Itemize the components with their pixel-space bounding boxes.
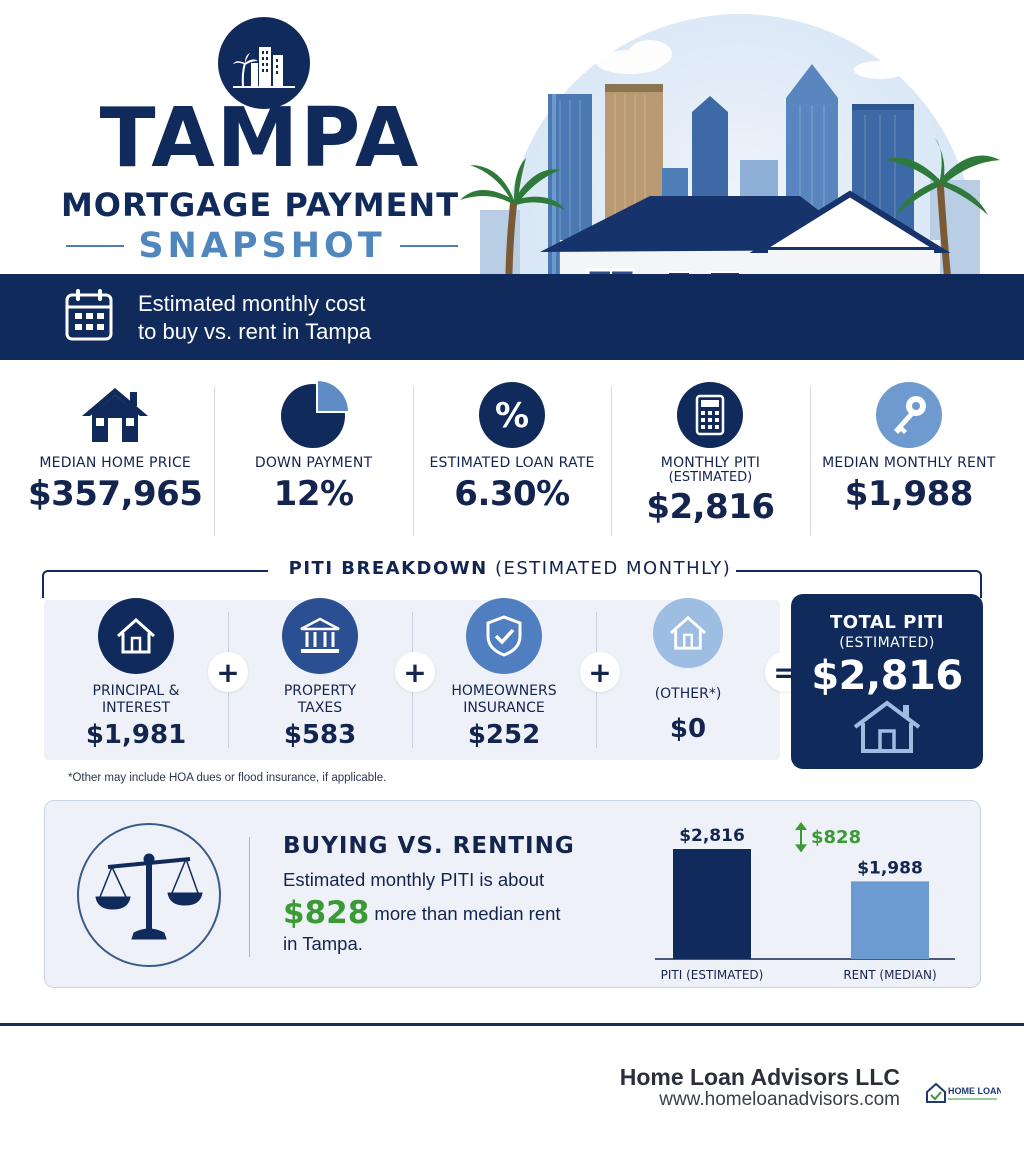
stat-loan-rate: % ESTIMATED LOAN RATE 6.30% — [412, 380, 611, 540]
page-title: TAMPA — [99, 91, 421, 186]
piti-item-label-text: HOMEOWNERS INSURANCE — [451, 683, 557, 716]
piti-item-label-text: (OTHER*) — [654, 685, 722, 702]
frame-line — [42, 570, 268, 598]
footer-divider — [0, 1023, 1024, 1026]
chart-bar — [673, 849, 751, 959]
comparison-text-3: in Tampa. — [283, 933, 363, 954]
comparison-text-2-rest: more than median rent — [369, 903, 561, 924]
total-sublabel: (ESTIMATED) — [839, 635, 935, 651]
piti-item-label-text: PRINCIPAL & INTEREST — [92, 683, 180, 716]
key-icon — [874, 380, 944, 450]
snapshot-label: SNAPSHOT — [138, 226, 386, 266]
chart-arrow-head — [795, 844, 807, 853]
piti-item-label: HOMEOWNERS INSURANCE — [451, 680, 556, 720]
stat-value: $2,816 — [646, 487, 775, 527]
piti-item-property-taxes: PROPERTY TAXES $583 — [228, 598, 412, 760]
piti-item-value: $252 — [467, 720, 541, 750]
divider — [66, 245, 125, 247]
total-label: TOTAL PITI — [830, 612, 944, 633]
house-outline-icon — [653, 598, 723, 668]
calendar-icon — [65, 289, 113, 341]
stat-value: 12% — [273, 474, 354, 514]
stat-median-rent: MEDIAN MONTHLY RENT $1,988 — [809, 380, 1008, 540]
page-subtitle: MORTGAGE PAYMENT — [60, 186, 460, 224]
shield-check-icon — [466, 598, 542, 674]
piti-item-value: $0 — [669, 714, 707, 744]
plus-operator: + — [395, 652, 435, 692]
stat-value: $1,988 — [844, 474, 974, 514]
piti-item-label: (OTHER*) — [655, 674, 722, 714]
house-icon — [80, 380, 150, 450]
piti-heading-rest: (ESTIMATED MONTHLY) — [487, 558, 732, 579]
frame-line — [736, 570, 982, 598]
calculator-icon — [675, 380, 745, 450]
stat-sublabel: (ESTIMATED) — [668, 470, 753, 485]
piti-item-homeowners-insurance: HOMEOWNERS INSURANCE $252 — [412, 598, 596, 760]
stat-monthly-piti: MONTHLY PITI (ESTIMATED) $2,816 — [611, 380, 809, 540]
balance-scale-icon — [77, 823, 221, 967]
chart-difference-label: $828 — [811, 827, 861, 848]
bank-icon — [282, 598, 358, 674]
stat-label: ESTIMATED LOAN RATE — [429, 455, 595, 471]
chart-arrow-head — [795, 822, 807, 830]
piti-breakdown-panel: PRINCIPAL & INTEREST $1,981 PROPERTY TAX… — [44, 598, 780, 760]
piti-item-principal-interest: PRINCIPAL & INTEREST $1,981 — [44, 598, 228, 760]
hero-banner — [0, 274, 1024, 360]
comparison-text-2: $828 more than median rent — [283, 895, 561, 931]
plus-operator: + — [208, 652, 248, 692]
buy-vs-rent-chart: $2,816 PITI (ESTIMATED) $1,988 RENT (MEDIAN… — [655, 822, 955, 982]
house-outline-icon — [853, 700, 921, 753]
stat-down-payment: DOWN PAYMENT 12% — [214, 380, 412, 540]
piti-item-label: PRINCIPAL & INTEREST — [93, 680, 180, 720]
chart-value-label: $2,816 — [679, 826, 745, 846]
buying-vs-renting-panel: BUYING VS. RENTING Estimated monthly PIT… — [44, 800, 981, 988]
divider — [249, 837, 250, 957]
chart-bar — [851, 881, 929, 959]
comparison-title: BUYING VS. RENTING — [283, 833, 575, 859]
company-logo-text: HOME LOAN — [948, 1086, 1001, 1096]
banner-line-2: to buy vs. rent in Tampa — [138, 319, 372, 344]
chart-value-label: $1,988 — [857, 858, 923, 878]
footnote: *Other may include HOA dues or flood ins… — [68, 772, 387, 784]
plus-operator: + — [580, 652, 620, 692]
divider — [399, 245, 458, 247]
stat-label: MEDIAN HOME PRICE — [39, 455, 191, 471]
chart-category-label: RENT (MEDIAN) — [843, 968, 936, 982]
piti-item-value: $583 — [283, 720, 357, 750]
difference-amount: $828 — [283, 895, 370, 931]
stat-label: MONTHLY PITI — [660, 455, 761, 471]
banner-text: Estimated monthly cost to buy vs. rent i… — [138, 290, 438, 346]
piti-item-value: $1,981 — [85, 720, 187, 750]
piti-heading-frame: PITI BREAKDOWN (ESTIMATED MONTHLY) — [42, 558, 982, 600]
house-outline-icon — [98, 598, 174, 674]
total-value: $2,816 — [811, 653, 963, 699]
company-url[interactable]: www.homeloanadvisors.com — [659, 1089, 900, 1110]
total-piti-card: TOTAL PITI (ESTIMATED) $2,816 — [791, 594, 983, 769]
hero-section: TAMPA MORTGAGE PAYMENT SNAPSHOT Estimate… — [0, 0, 1024, 360]
piti-item-other: (OTHER*) $0 — [596, 598, 780, 760]
banner-line-1: Estimated monthly cost — [138, 291, 366, 316]
stat-value: $357,965 — [27, 474, 203, 514]
stat-label: MEDIAN MONTHLY RENT — [822, 455, 996, 471]
piti-heading: PITI BREAKDOWN (ESTIMATED MONTHLY) — [284, 558, 736, 579]
piti-item-label: PROPERTY TAXES — [284, 680, 356, 720]
percent-icon: % — [477, 380, 547, 450]
city-logo-icon — [218, 17, 310, 109]
svg-text:%: % — [495, 396, 529, 436]
stat-median-home-price: MEDIAN HOME PRICE $357,965 — [16, 380, 214, 540]
stat-label: DOWN PAYMENT — [254, 455, 373, 471]
comparison-text-1: Estimated monthly PITI is about — [283, 869, 545, 890]
snapshot-heading: SNAPSHOT — [66, 226, 458, 266]
piti-item-label-text: PROPERTY TAXES — [283, 683, 357, 716]
company-name: Home Loan Advisors LLC — [619, 1064, 900, 1090]
key-stats-row: MEDIAN HOME PRICE $357,965 DOWN PAYMENT … — [16, 380, 1008, 540]
piti-heading-bold: PITI BREAKDOWN — [288, 558, 488, 579]
chart-category-label: PITI (ESTIMATED) — [661, 968, 764, 982]
company-logo: HOME LOAN — [926, 1082, 1001, 1103]
stat-value: 6.30% — [454, 474, 570, 514]
pie-chart-icon — [279, 380, 349, 450]
